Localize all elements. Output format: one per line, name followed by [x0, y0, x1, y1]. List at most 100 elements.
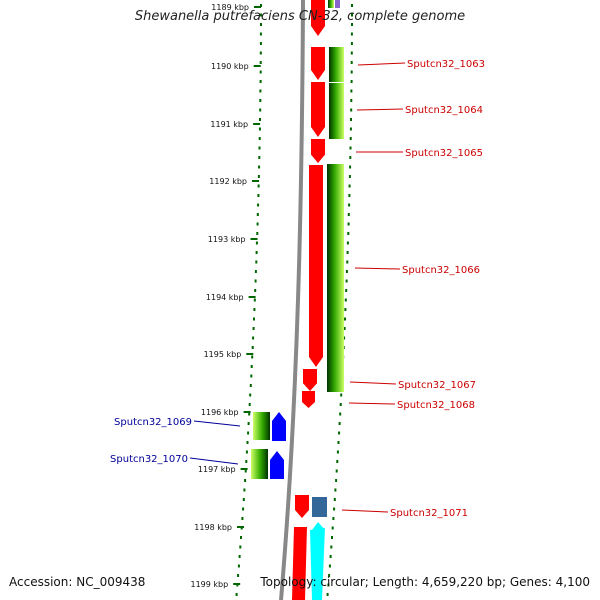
gene-label[interactable]: Sputcn32_1063	[407, 59, 485, 70]
gene-arrow-forward[interactable]	[311, 47, 325, 80]
track-dot	[338, 431, 341, 435]
cds-bar	[328, 0, 334, 8]
cds-bar	[251, 449, 268, 479]
track-dot	[348, 184, 351, 188]
track-dot	[345, 289, 348, 292]
track-dot	[330, 545, 333, 549]
cds-bar	[253, 412, 270, 440]
gene-label[interactable]: Sputcn32_1066	[402, 265, 480, 276]
track-dot	[328, 564, 331, 568]
track-dot	[250, 374, 253, 378]
track-dot	[346, 260, 349, 264]
track-dot	[252, 336, 255, 340]
track-dot	[331, 526, 334, 530]
track-dot	[249, 384, 252, 387]
ruler-tick-label: 1197 kbp	[198, 465, 236, 474]
genome-backbone	[279, 0, 305, 600]
gene-arrow-forward[interactable]	[302, 391, 315, 408]
gene-arrow-reverse[interactable]	[270, 451, 284, 479]
ruler-tick-label: 1195 kbp	[204, 350, 242, 359]
ruler-tick-label: 1189 kbp	[211, 3, 249, 12]
track-dot	[242, 498, 245, 501]
gene-arrow-forward[interactable]	[311, 82, 325, 137]
gene-arrow-slate[interactable]	[312, 497, 327, 517]
gene-label[interactable]: Sputcn32_1065	[405, 148, 483, 159]
track-dot	[333, 498, 336, 501]
gene-arrow-reverse[interactable]	[272, 412, 286, 441]
feature-tracks	[251, 0, 344, 600]
track-dot	[349, 156, 352, 159]
track-dot	[350, 42, 353, 45]
track-dot	[347, 213, 350, 216]
track-dot	[248, 412, 251, 416]
track-dot	[259, 89, 262, 93]
cds-bar	[329, 47, 344, 82]
track-dot	[259, 51, 262, 55]
track-dot	[240, 536, 242, 539]
cds-bar	[327, 164, 344, 392]
gene-arrow-forward[interactable]	[311, 0, 325, 36]
gene-label[interactable]: Sputcn32_1070	[110, 454, 188, 465]
gene-label-leader	[357, 62, 406, 66]
gene-arrow-forward[interactable]	[311, 139, 325, 163]
track-dot	[251, 346, 254, 349]
track-dot	[345, 270, 348, 273]
track-dot	[247, 422, 250, 425]
track-dot	[347, 222, 350, 226]
track-dot	[343, 327, 346, 330]
track-dot	[259, 80, 262, 83]
track-dot	[253, 308, 256, 311]
gene-label[interactable]: Sputcn32_1067	[398, 380, 476, 391]
track-dot	[259, 42, 262, 45]
ruler-tick-label: 1191 kbp	[210, 120, 248, 129]
track-dot	[246, 441, 249, 444]
track-dot	[247, 431, 250, 435]
gene-arrow-forward[interactable]	[292, 527, 307, 600]
gene-arrow-forward[interactable]	[303, 369, 317, 391]
gene-label[interactable]: Sputcn32_1064	[405, 105, 483, 116]
track-dot	[350, 61, 353, 64]
track-dot	[348, 175, 351, 178]
track-dot	[244, 479, 247, 482]
ruler-tick	[253, 123, 261, 125]
ruler-tick	[248, 296, 256, 298]
gene-label-leader	[354, 267, 401, 270]
track-dot	[349, 165, 352, 169]
track-dot	[328, 574, 331, 577]
track-dot	[260, 4, 262, 7]
gene-label-leader	[193, 420, 241, 427]
track-dot	[248, 403, 251, 406]
track-dot	[350, 108, 353, 112]
ruler-tick	[237, 526, 244, 528]
track-dot	[326, 593, 329, 596]
track-dot	[350, 99, 353, 102]
track-dot	[252, 327, 255, 330]
gene-arrow-forward[interactable]	[295, 495, 309, 518]
gene-label[interactable]: Sputcn32_1069	[114, 417, 192, 428]
gene-label[interactable]: Sputcn32_1068	[397, 400, 475, 411]
gene-arrow-forward[interactable]	[309, 165, 323, 367]
track-dot	[327, 583, 330, 587]
track-dot	[257, 203, 260, 207]
page-title: Shewanella putrefaciens CN-32, complete …	[134, 9, 466, 24]
track-dot	[238, 555, 241, 558]
track-dot	[351, 4, 353, 7]
ruler-tick	[240, 468, 248, 470]
track-dot	[335, 479, 338, 482]
track-dot	[343, 336, 346, 340]
gene-labels: Sputcn32_1063 Sputcn32_1064 Sputcn32_1065 S…	[110, 59, 485, 519]
cds-bar	[335, 0, 340, 8]
gene-label[interactable]: Sputcn32_1071	[390, 508, 468, 519]
gene-label-leader	[356, 108, 404, 111]
track-dot	[331, 536, 333, 539]
track-dot	[259, 118, 261, 121]
track-dot	[258, 146, 261, 150]
track-dot	[254, 270, 257, 273]
ruler-tick	[254, 6, 261, 8]
ruler-tick-label: 1192 kbp	[209, 177, 247, 186]
track-dot	[345, 279, 348, 283]
track-dot	[257, 184, 260, 188]
ruler-tick	[243, 411, 251, 413]
